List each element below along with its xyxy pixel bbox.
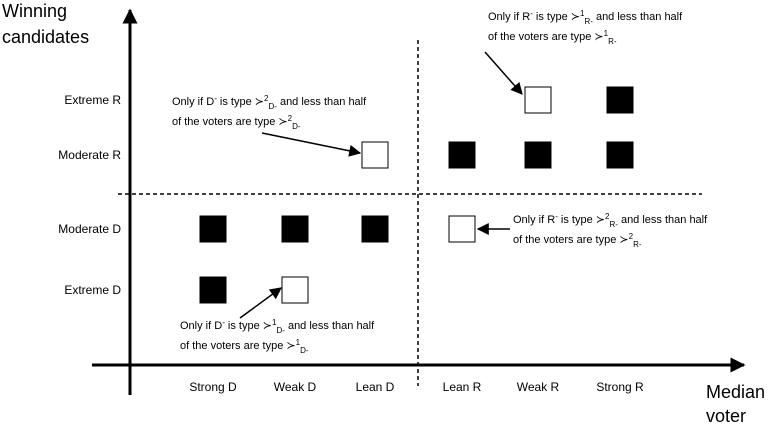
annotation-text: -: [222, 318, 225, 327]
annotation-text: is type ≻: [533, 11, 580, 23]
annotation-line: Only if D- is type ≻2D- and less than ha…: [172, 94, 367, 111]
annotation-text: is type ≻: [558, 214, 605, 226]
column-label: Weak D: [274, 380, 317, 394]
annotation-line: Only if R- is type ≻2R- and less than ha…: [513, 212, 708, 229]
y-axis-label: candidates: [2, 27, 89, 47]
row-label: Extreme R: [64, 93, 121, 107]
x-axis-label: voter: [706, 406, 746, 426]
annotation-text: Only if D: [172, 96, 214, 108]
annotation-text: and less than half: [285, 320, 375, 332]
annotation-text: R-: [609, 220, 618, 229]
open-square: [524, 86, 552, 114]
annotation-text: Only if R: [513, 214, 555, 226]
annotation-text: of the voters are type ≻: [172, 116, 288, 128]
annotation-text: Only if D: [180, 320, 222, 332]
row-label: Moderate R: [58, 148, 121, 162]
filled-square: [524, 141, 552, 169]
open-square: [448, 215, 476, 243]
annotation-text: D-: [276, 326, 285, 335]
annotation-text: D-: [292, 122, 301, 131]
annotation-text: Only if R: [488, 11, 530, 23]
column-label: Lean D: [356, 380, 395, 394]
arrow: [484, 51, 523, 95]
annotation-text: 2: [605, 212, 610, 221]
annotation-text: D-: [300, 346, 309, 355]
annotation-text: -: [555, 212, 558, 221]
filled-square: [606, 141, 634, 169]
annotation-text: 1: [272, 318, 277, 327]
filled-square: [199, 276, 227, 304]
annotation-text: 2: [264, 94, 269, 103]
annotation-text: and less than half: [277, 96, 367, 108]
annotation-text: and less than half: [593, 11, 683, 23]
annotation-line: of the voters are type ≻2R-: [513, 232, 642, 249]
open-square: [361, 141, 389, 169]
open-square: [281, 276, 309, 304]
arrow: [261, 132, 362, 157]
filled-square: [448, 141, 476, 169]
annotation-text: 2: [288, 114, 293, 123]
column-label: Lean R: [443, 380, 482, 394]
annotation-text: -: [214, 94, 217, 103]
annotation-text: 1: [580, 9, 585, 18]
annotation-text: of the voters are type ≻: [488, 31, 604, 43]
arrow: [239, 287, 282, 319]
annotation-text: 2: [629, 232, 634, 241]
annotation-line: of the voters are type ≻1R-: [488, 29, 617, 46]
filled-square: [281, 215, 309, 243]
filled-square: [199, 215, 227, 243]
filled-square: [606, 86, 634, 114]
column-label: Weak R: [517, 380, 560, 394]
row-label: Extreme D: [64, 283, 121, 297]
annotation-text: -: [530, 9, 533, 18]
filled-square: [361, 215, 389, 243]
annotation-text: R-: [584, 17, 593, 26]
annotation-line: Only if D- is type ≻1D- and less than ha…: [180, 318, 375, 335]
annotation-text: D-: [268, 102, 277, 111]
row-label: Moderate D: [58, 222, 121, 236]
annotation-line: Only if R- is type ≻1R- and less than ha…: [488, 9, 683, 26]
annotation-text: is type ≻: [225, 320, 272, 332]
annotation-text: R-: [608, 37, 617, 46]
column-label: Strong R: [596, 380, 644, 394]
annotation-text: 1: [604, 29, 609, 38]
column-label: Strong D: [189, 380, 237, 394]
annotation-text: of the voters are type ≻: [513, 234, 629, 246]
x-axis-label: Median: [706, 382, 765, 402]
annotation-line: of the voters are type ≻1D-: [180, 338, 309, 355]
annotation-text: and less than half: [618, 214, 708, 226]
annotation-line: of the voters are type ≻2D-: [172, 114, 301, 131]
annotation-text: of the voters are type ≻: [180, 340, 296, 352]
annotation-text: is type ≻: [217, 96, 264, 108]
y-axis-label: Winning: [2, 1, 67, 21]
annotation-text: 1: [296, 338, 301, 347]
annotation-text: R-: [633, 240, 642, 249]
